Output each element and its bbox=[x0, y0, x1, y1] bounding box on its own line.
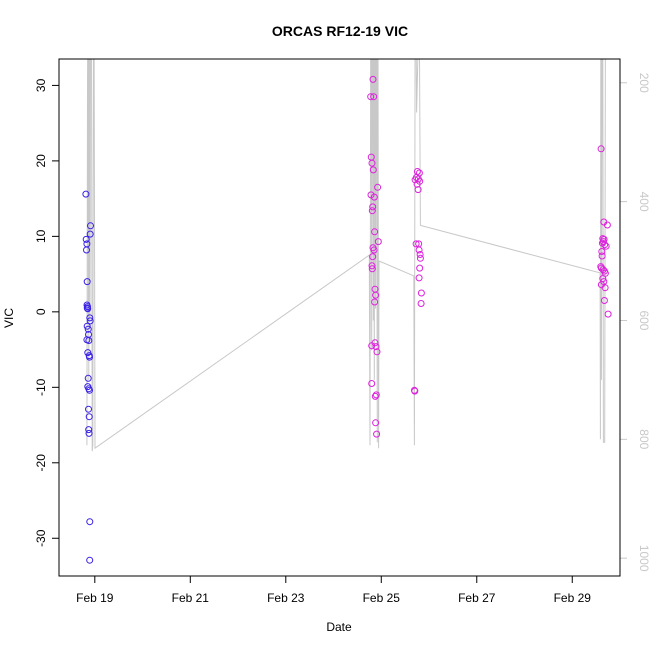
series-0-point-16 bbox=[86, 353, 93, 361]
series-1-point-15 bbox=[369, 253, 377, 261]
series-1-point-19 bbox=[372, 291, 380, 299]
x-tick-label-2: Feb 23 bbox=[267, 591, 305, 605]
series-0-point-13 bbox=[85, 337, 93, 344]
series-1-point-42 bbox=[416, 254, 424, 262]
series-0-point-29 bbox=[86, 518, 94, 526]
series-1-point-70 bbox=[604, 310, 612, 318]
series-0-point-9 bbox=[83, 322, 91, 330]
series-1-point-14 bbox=[370, 246, 378, 254]
series-1-point-52 bbox=[599, 235, 607, 243]
y-tick-label-2: -10 bbox=[34, 378, 48, 396]
series-0-point-19 bbox=[84, 374, 92, 382]
series-1-point-37 bbox=[414, 186, 422, 194]
series-1-point-62 bbox=[599, 266, 607, 274]
series-0-point-23 bbox=[85, 405, 92, 413]
series-1-point-7 bbox=[370, 193, 378, 201]
series-1-point-57 bbox=[602, 242, 610, 250]
series-1-point-36 bbox=[416, 177, 424, 185]
series-1-point-27 bbox=[372, 391, 380, 399]
y2-tick-label-0: 200 bbox=[637, 73, 650, 93]
y-tick-label-3: 0 bbox=[34, 308, 48, 315]
series-1-point-69 bbox=[600, 297, 608, 304]
series-1-point-49 bbox=[597, 145, 605, 153]
series-0-point-8 bbox=[84, 305, 92, 313]
series-0-point-24 bbox=[85, 413, 93, 421]
series-1-point-8 bbox=[374, 183, 382, 191]
series-0-point-11 bbox=[84, 325, 92, 333]
pressure-trace-line bbox=[86, 59, 606, 452]
series-1-point-11 bbox=[371, 228, 379, 236]
series-1-point-28 bbox=[372, 419, 380, 427]
x-tick-label-1: Feb 21 bbox=[172, 591, 210, 605]
series-0-point-4 bbox=[83, 278, 91, 286]
series-0-point-28 bbox=[86, 230, 94, 238]
series-1-point-38 bbox=[412, 240, 420, 248]
series-1-point-0 bbox=[367, 93, 375, 101]
series-1-point-24 bbox=[373, 348, 381, 356]
series-0-point-30 bbox=[86, 556, 94, 564]
series-1-point-2 bbox=[370, 93, 378, 101]
series-1-point-10 bbox=[368, 207, 376, 215]
series-1-point-20 bbox=[371, 298, 379, 306]
series-0-point-17 bbox=[86, 314, 94, 322]
series-1-point-4 bbox=[368, 159, 376, 167]
series-1-point-25 bbox=[368, 380, 376, 387]
series-1-point-1 bbox=[369, 75, 377, 83]
y2-tick-label-3: 800 bbox=[637, 429, 650, 449]
series-1-point-68 bbox=[601, 284, 609, 292]
series-1-point-43 bbox=[416, 264, 424, 272]
y-tick-label-4: 10 bbox=[34, 229, 48, 243]
series-0-point-0 bbox=[82, 190, 90, 198]
x-tick-label-4: Feb 27 bbox=[458, 591, 496, 605]
plot-frame bbox=[58, 58, 621, 577]
series-1-point-29 bbox=[373, 430, 381, 438]
x-axis-label: Date bbox=[326, 620, 352, 634]
series-1-point-45 bbox=[417, 289, 425, 297]
series-0-point-26 bbox=[85, 429, 93, 437]
x-tick-label-0: Feb 19 bbox=[76, 591, 114, 605]
series-1-point-12 bbox=[374, 238, 382, 246]
series-1-point-16 bbox=[368, 262, 376, 270]
y-axis-label: VIC bbox=[2, 308, 16, 328]
series-1-point-44 bbox=[415, 274, 423, 282]
series-1-point-41 bbox=[416, 251, 424, 258]
series-1-point-9 bbox=[369, 203, 377, 211]
series-1-point-46 bbox=[417, 300, 425, 307]
series-0-point-22 bbox=[86, 386, 93, 394]
y-tick-label-0: -30 bbox=[34, 529, 48, 547]
series-1-point-5 bbox=[369, 166, 377, 174]
series-0-point-18 bbox=[86, 317, 94, 325]
y2-tick-label-1: 400 bbox=[637, 192, 650, 212]
pressure-trace bbox=[86, 59, 606, 452]
x-tick-label-3: Feb 25 bbox=[363, 591, 401, 605]
series-1-point-40 bbox=[415, 246, 423, 254]
series-1-point-59 bbox=[598, 252, 606, 260]
series-1-point-26 bbox=[371, 392, 379, 400]
series-0-point-25 bbox=[85, 426, 93, 434]
chart-title: ORCAS RF12-19 VIC bbox=[272, 23, 408, 39]
series-1-point-17 bbox=[368, 265, 376, 273]
series-1-point-48 bbox=[411, 387, 419, 395]
series-1-point-51 bbox=[603, 221, 611, 229]
data-points bbox=[82, 75, 612, 564]
series-1-point-22 bbox=[371, 339, 379, 347]
series-0-point-3 bbox=[83, 240, 91, 248]
y2-tick-label-4: 1000 bbox=[637, 545, 650, 572]
series-1-point-58 bbox=[598, 248, 606, 255]
y2-tick-label-2: 600 bbox=[637, 310, 650, 330]
series-0-point-1 bbox=[82, 235, 90, 243]
series-1-point-23 bbox=[372, 343, 380, 351]
y-tick-label-6: 30 bbox=[34, 78, 48, 92]
series-0-point-7 bbox=[84, 303, 91, 311]
series-0-point-27 bbox=[87, 222, 94, 230]
x-tick-label-5: Feb 29 bbox=[554, 591, 592, 605]
series-1-point-54 bbox=[600, 235, 608, 243]
y-tick-label-1: -20 bbox=[34, 454, 48, 472]
y-tick-label-5: 20 bbox=[34, 154, 48, 168]
